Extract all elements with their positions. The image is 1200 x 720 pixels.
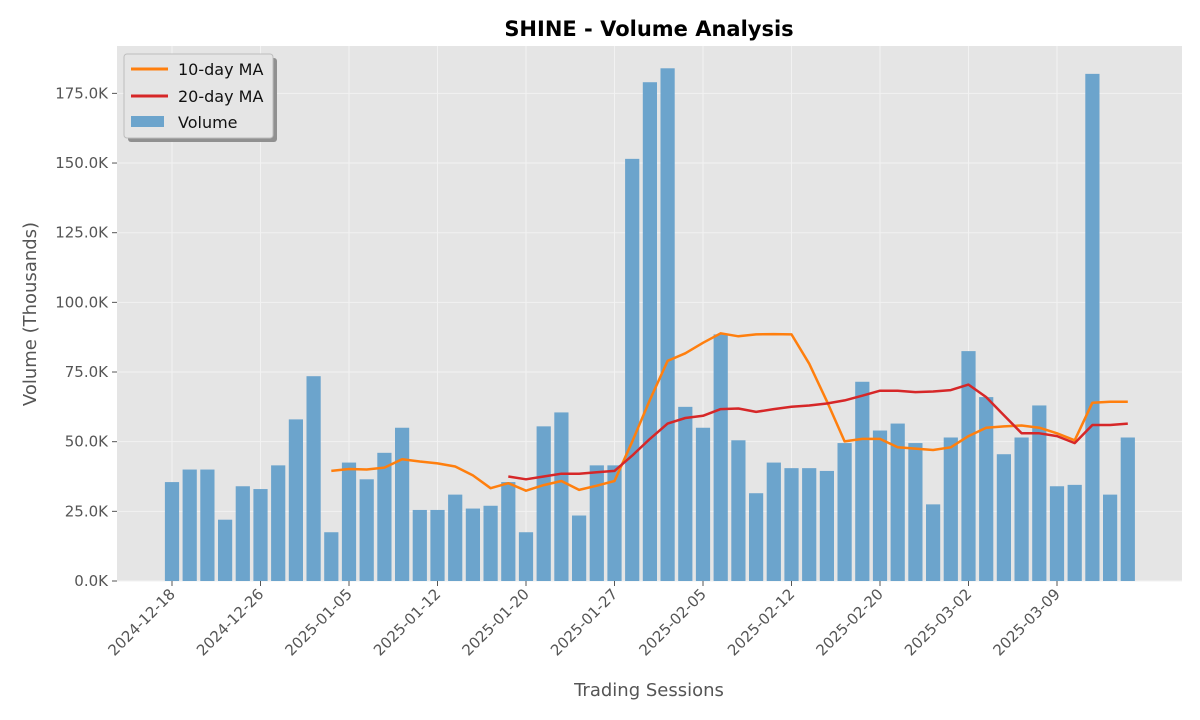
legend-label-ma10: 10-day MA: [178, 60, 263, 79]
volume-bar: [324, 532, 339, 581]
volume-bar: [855, 381, 870, 581]
volume-bar: [872, 430, 888, 581]
volume-bar: [642, 82, 657, 581]
volume-bar: [465, 508, 480, 581]
volume-bar: [1067, 484, 1082, 581]
legend-label-volume: Volume: [178, 113, 238, 132]
volume-bar: [943, 437, 958, 581]
y-tick-label: 125.0K: [55, 224, 109, 242]
x-tick-label: 2024-12-26: [193, 585, 267, 659]
x-tick-label: 2025-03-09: [989, 585, 1063, 659]
volume-bar: [182, 469, 197, 581]
volume-bar: [412, 509, 427, 581]
volume-bar: [341, 462, 357, 581]
volume-bar: [1120, 437, 1135, 581]
legend-label-ma20: 20-day MA: [178, 87, 263, 106]
volume-bar: [271, 465, 286, 581]
ma20-line: [508, 383, 1128, 481]
x-tick-label: 2025-01-20: [458, 585, 532, 659]
volume-bars: [164, 68, 1135, 581]
x-axis-title: Trading Sessions: [573, 680, 724, 701]
x-tick-label: 2025-02-05: [635, 585, 709, 659]
volume-bar: [926, 504, 941, 581]
y-tick-label: 50.0K: [65, 433, 109, 451]
x-tick-label: 2025-01-05: [281, 585, 355, 659]
volume-bar: [200, 469, 215, 581]
volume-bar: [395, 427, 410, 581]
volume-bar: [766, 462, 781, 581]
volume-bar: [377, 452, 392, 581]
moving-average-lines: [331, 332, 1128, 492]
volume-bar: [678, 406, 693, 581]
legend: 10-day MA 20-day MA Volume: [123, 53, 277, 142]
volume-bar: [572, 515, 587, 581]
volume-bar: [359, 479, 374, 581]
volume-bar: [536, 426, 551, 581]
y-axis-ticks: 0.0K 25.0K 50.0K 75.0K 100.0K 125.0K 150.0K 175…: [55, 84, 117, 590]
x-axis-ticks: 2024-12-18 2024-12-26 2025-01-05 2025-01-12…: [104, 581, 1064, 659]
volume-bar: [749, 493, 764, 581]
volume-bar: [1032, 405, 1047, 581]
x-tick-label: 2025-01-27: [547, 585, 621, 659]
volume-bar: [1049, 486, 1065, 581]
x-tick-label: 2025-03-02: [901, 585, 975, 659]
volume-bar: [961, 351, 976, 581]
volume-bar: [802, 468, 817, 581]
volume-bar: [1014, 437, 1029, 581]
y-axis-title: Volume (Thousands): [20, 222, 41, 406]
legend-swatch-volume: [131, 116, 164, 127]
volume-bar: [1103, 494, 1118, 581]
volume-bar: [996, 454, 1011, 581]
x-tick-label: 2025-02-12: [724, 585, 798, 659]
volume-bar: [164, 482, 180, 581]
volume-bar: [253, 489, 268, 581]
y-tick-label: 25.0K: [65, 502, 109, 520]
volume-bar: [979, 397, 994, 581]
volume-bar: [430, 509, 445, 581]
chart-title: SHINE - Volume Analysis: [504, 17, 793, 41]
ma10-line: [331, 332, 1128, 492]
volume-bar: [306, 376, 321, 581]
volume-bar: [501, 482, 516, 581]
volume-bar: [589, 465, 604, 581]
volume-bar: [695, 427, 711, 581]
y-tick-label: 0.0K: [74, 572, 109, 590]
volume-bar: [713, 334, 728, 581]
volume-bar: [607, 465, 622, 581]
volume-bar: [784, 468, 799, 581]
volume-bar: [288, 419, 303, 581]
x-tick-label: 2025-01-12: [370, 585, 444, 659]
y-tick-label: 150.0K: [55, 154, 109, 172]
volume-bar: [483, 505, 498, 581]
volume-bar: [518, 532, 534, 581]
volume-bar: [819, 470, 834, 581]
volume-bar: [837, 443, 852, 581]
volume-bar: [235, 486, 250, 581]
volume-bar: [625, 158, 640, 581]
volume-bar: [554, 412, 569, 581]
volume-bar: [660, 68, 675, 581]
volume-bar: [218, 519, 233, 581]
volume-bar: [890, 423, 905, 581]
volume-bar: [448, 494, 463, 581]
volume-bar: [1085, 73, 1100, 581]
x-tick-label: 2024-12-18: [104, 585, 178, 659]
y-tick-label: 175.0K: [55, 84, 109, 102]
volume-bar: [908, 443, 923, 581]
volume-bar: [731, 440, 746, 581]
x-tick-label: 2025-02-20: [812, 585, 886, 659]
y-tick-label: 75.0K: [65, 363, 109, 381]
y-tick-label: 100.0K: [55, 293, 109, 311]
